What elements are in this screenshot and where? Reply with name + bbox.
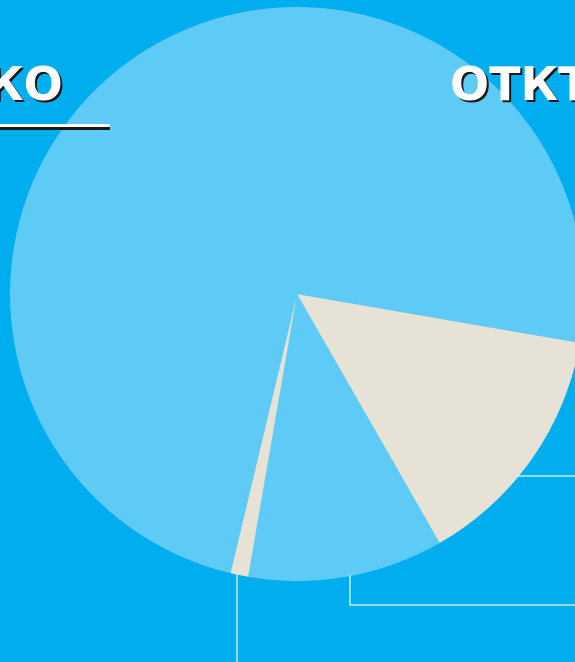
tab[interactable]: КО	[0, 57, 63, 111]
pie-slice	[297, 294, 575, 544]
pie-slice	[248, 294, 440, 581]
pie-slice	[10, 7, 575, 574]
tab-underline	[0, 126, 110, 130]
tab-shadow: КО	[0, 59, 65, 113]
tab-underline	[0, 124, 110, 127]
leader-line	[349, 575, 575, 606]
tab-shadow: ОТКТ	[452, 59, 575, 113]
tab[interactable]: ОТКТ	[450, 57, 575, 111]
pie-slice	[230, 294, 297, 577]
leader-lines	[236, 475, 575, 662]
pie	[10, 7, 575, 581]
